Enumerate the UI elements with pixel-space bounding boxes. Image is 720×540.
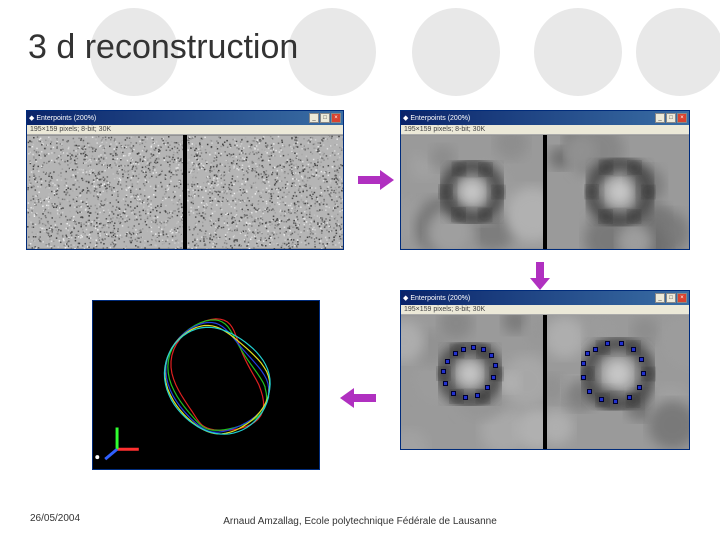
- window-track: ◆ Enterpoints (200%) _ □ × 195×159 pixel…: [400, 290, 690, 450]
- tracking-point: [605, 341, 610, 346]
- tracking-point: [471, 345, 476, 350]
- titlebar[interactable]: ◆ Enterpoints (200%) _ □ ×: [401, 291, 689, 305]
- titlebar[interactable]: ◆ Enterpoints (200%) _ □ ×: [27, 111, 343, 125]
- reconstruction-panel: [92, 300, 320, 470]
- window-info: 195×159 pixels; 8-bit; 30K: [401, 305, 689, 315]
- noise-content: [27, 135, 343, 249]
- window-title-text: ◆ Enterpoints (200%): [29, 114, 96, 122]
- titlebar[interactable]: ◆ Enterpoints (200%) _ □ ×: [401, 111, 689, 125]
- footer-author: Arnaud Amzallag, Ecole polytechnique Féd…: [0, 516, 720, 528]
- track-content: [401, 315, 689, 449]
- tracking-point: [443, 381, 448, 386]
- close-button[interactable]: ×: [331, 113, 341, 123]
- tracking-point: [491, 375, 496, 380]
- bg-circle: [288, 8, 376, 96]
- blur-content: [401, 135, 689, 249]
- tracking-point: [493, 363, 498, 368]
- tracking-point: [641, 371, 646, 376]
- tracking-point: [637, 385, 642, 390]
- tracking-point: [461, 347, 466, 352]
- minimize-button[interactable]: _: [655, 113, 665, 123]
- tracking-point: [599, 397, 604, 402]
- flow-arrow-right-icon: [358, 170, 394, 190]
- tracking-point: [631, 347, 636, 352]
- tracking-point: [445, 359, 450, 364]
- window-title-text: ◆ Enterpoints (200%): [403, 294, 470, 302]
- tracking-point: [593, 347, 598, 352]
- tracking-point: [475, 393, 480, 398]
- tracking-point: [585, 351, 590, 356]
- close-button[interactable]: ×: [677, 113, 687, 123]
- minimize-button[interactable]: _: [309, 113, 319, 123]
- close-button[interactable]: ×: [677, 293, 687, 303]
- tracking-point: [481, 347, 486, 352]
- window-noise: ◆ Enterpoints (200%) _ □ × 195×159 pixel…: [26, 110, 344, 250]
- tracking-point: [441, 369, 446, 374]
- tracking-point: [581, 361, 586, 366]
- tracking-point: [619, 341, 624, 346]
- tracking-point: [489, 353, 494, 358]
- tracking-point: [639, 357, 644, 362]
- window-blur: ◆ Enterpoints (200%) _ □ × 195×159 pixel…: [400, 110, 690, 250]
- flow-arrow-left-icon: [340, 388, 376, 408]
- maximize-button[interactable]: □: [666, 113, 676, 123]
- minimize-button[interactable]: _: [655, 293, 665, 303]
- bg-circle: [534, 8, 622, 96]
- window-title-text: ◆ Enterpoints (200%): [403, 114, 470, 122]
- bg-circle: [412, 8, 500, 96]
- window-info: 195×159 pixels; 8-bit; 30K: [401, 125, 689, 135]
- window-info: 195×159 pixels; 8-bit; 30K: [27, 125, 343, 135]
- tracking-point: [613, 399, 618, 404]
- bg-circle: [636, 8, 720, 96]
- maximize-button[interactable]: □: [666, 293, 676, 303]
- tracking-point: [451, 391, 456, 396]
- tracking-point: [485, 385, 490, 390]
- flow-arrow-down-icon: [530, 262, 550, 290]
- tracking-point: [587, 389, 592, 394]
- slide-title: 3 d reconstruction: [28, 28, 298, 67]
- maximize-button[interactable]: □: [320, 113, 330, 123]
- tracking-point: [581, 375, 586, 380]
- tracking-point: [463, 395, 468, 400]
- tracking-point: [627, 395, 632, 400]
- tracking-point: [453, 351, 458, 356]
